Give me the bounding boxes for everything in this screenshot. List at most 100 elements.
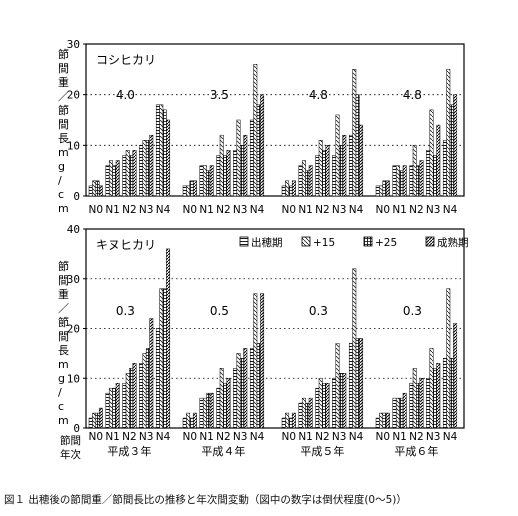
year-group: N0 N1 N2 N3 N4 3.5 — [183, 64, 265, 216]
x-category-label: N2 — [122, 431, 137, 443]
x-category-label: N1 — [298, 431, 313, 443]
x-category-label: N4 — [443, 431, 458, 443]
x-category-label: N4 — [156, 431, 171, 443]
bar — [416, 382, 421, 429]
bar — [108, 387, 113, 429]
y-tick-label: 0 — [73, 422, 80, 435]
bar — [315, 155, 320, 197]
lodging-score: 4.8 — [403, 88, 422, 102]
bar — [125, 150, 130, 197]
bar — [132, 150, 137, 197]
bar — [382, 180, 387, 197]
bar — [202, 165, 207, 197]
y-axis-label: 節間重／節間長 m g / c m — [58, 47, 69, 215]
x-category-label: N2 — [216, 431, 231, 443]
year-group: N0 N1 N2 N3 N4 0.3 平成３年 — [88, 248, 171, 458]
y-tick-label: 10 — [67, 139, 80, 152]
legend-label: +25 — [375, 237, 397, 249]
bar — [256, 343, 261, 429]
y-tick-label: 20 — [67, 323, 80, 336]
bar — [166, 119, 171, 197]
bar — [301, 160, 306, 197]
bar — [162, 109, 167, 197]
bar — [342, 134, 347, 197]
x-category-label: N4 — [250, 431, 265, 443]
bar — [426, 378, 431, 429]
bar — [291, 412, 296, 429]
bar — [379, 412, 384, 429]
bar — [453, 94, 458, 197]
year-group: N0 N1 N2 N3 N4 4.0 — [89, 88, 171, 216]
x-category-label: N0 — [89, 431, 104, 443]
y-tick-label: 30 — [67, 273, 80, 286]
lodging-score: 0.3 — [403, 304, 422, 318]
bar — [322, 382, 327, 429]
x-axis-caption-1: 節間 — [60, 434, 81, 447]
x-category-label: N3 — [139, 204, 154, 216]
bar — [108, 160, 113, 197]
bar — [260, 94, 265, 197]
bar — [139, 363, 144, 429]
bar — [291, 180, 296, 197]
y-tick-label: 40 — [67, 223, 80, 236]
bar — [442, 140, 447, 197]
bar — [98, 407, 103, 429]
bar — [239, 358, 244, 429]
bar — [342, 373, 347, 429]
bar — [419, 160, 424, 197]
y-tick-label: 20 — [67, 89, 80, 102]
bar — [281, 417, 286, 429]
bar — [446, 288, 451, 429]
x-category-label: N1 — [105, 204, 120, 216]
bar — [236, 119, 241, 197]
bar — [206, 170, 211, 197]
bar — [449, 104, 454, 197]
x-category-label: N1 — [298, 204, 313, 216]
bar — [115, 160, 120, 197]
x-category-label: N4 — [349, 204, 364, 216]
bar — [125, 373, 130, 429]
x-category-label: N2 — [409, 204, 424, 216]
bar — [226, 150, 231, 197]
legend-label: 出穂期 — [251, 236, 283, 249]
bar — [256, 104, 261, 197]
x-category-label: N4 — [443, 204, 458, 216]
bar — [449, 358, 454, 429]
lodging-score: 0.3 — [309, 304, 328, 318]
bar — [402, 165, 407, 197]
bar — [352, 268, 357, 429]
lodging-score: 0.5 — [210, 304, 229, 318]
year-group: N0 N1 N2 N3 N4 0.5 平成４年 — [183, 293, 265, 458]
bar — [385, 412, 390, 429]
bar — [243, 134, 248, 197]
bar — [382, 412, 387, 429]
bar — [432, 368, 437, 429]
x-category-label: N1 — [392, 431, 407, 443]
bar — [88, 185, 93, 197]
figure-caption: 図１ 出穂後の節間重／節間長比の推移と年次間変動（図中の数字は倒伏程度(0〜5)… — [4, 494, 407, 506]
y-tick-label: 10 — [67, 372, 80, 385]
year-group: N0 N1 N2 N3 N4 4.8 — [282, 69, 364, 216]
bar — [385, 180, 390, 197]
bar — [239, 145, 244, 197]
bar — [325, 145, 330, 197]
x-category-label: N0 — [89, 204, 104, 216]
x-category-label: N3 — [332, 204, 347, 216]
bar — [192, 412, 197, 429]
bar — [155, 328, 160, 429]
x-category-label: N1 — [199, 204, 214, 216]
bar — [92, 412, 97, 429]
bar — [409, 382, 414, 429]
year-label: 平成３年 — [107, 444, 151, 458]
bar — [88, 417, 93, 429]
bar — [223, 155, 228, 197]
x-category-label: N2 — [315, 431, 330, 443]
year-group: N0 N1 N2 N3 N4 0.3 平成５年 — [281, 268, 364, 458]
bar — [429, 348, 434, 429]
lodging-score: 4.8 — [309, 88, 328, 102]
bar — [155, 104, 160, 197]
x-category-label: N3 — [233, 204, 248, 216]
bar — [298, 402, 303, 429]
bar — [233, 368, 238, 429]
bar — [325, 382, 330, 429]
